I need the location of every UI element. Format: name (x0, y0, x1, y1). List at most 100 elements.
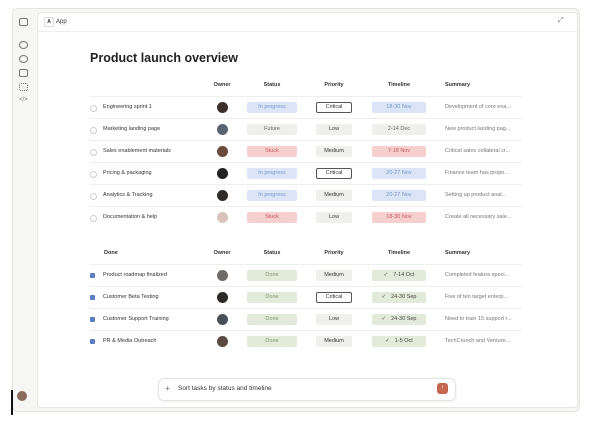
timeline-text: 24-30 Sep (391, 294, 417, 300)
row-divider (90, 184, 522, 185)
priority-pill: Medium (316, 190, 352, 201)
chat-icon[interactable] (19, 41, 28, 49)
timeline-pill: ✓ 1-5 Oct (372, 336, 426, 347)
done-check: ✓ (381, 316, 387, 322)
row-checkbox[interactable] (90, 273, 95, 278)
priority-pill: Low (316, 124, 352, 135)
status-pill: Stuck (247, 146, 297, 157)
sidebar-toggle[interactable] (19, 18, 28, 26)
task-name: Product roadmap finalized (103, 272, 167, 278)
priority-pill: Critical (316, 292, 352, 303)
app-icon: A (44, 17, 54, 27)
status-pill: Done (247, 292, 297, 303)
row-checkbox[interactable] (90, 193, 97, 200)
timeline-text: 18-30 Nov (386, 214, 412, 220)
owner-avatar (217, 292, 228, 303)
priority-pill: Critical (316, 102, 352, 113)
column-header: Owner (213, 250, 231, 256)
task-name: Pricing & packaging (103, 170, 152, 176)
column-header: Owner (213, 82, 231, 88)
apps-icon[interactable] (19, 83, 28, 91)
timeline-pill: 18-30 Nov (372, 212, 426, 223)
bag-icon[interactable] (19, 69, 28, 77)
owner-avatar (217, 102, 228, 113)
timeline-text: 18-30 Nov (386, 104, 412, 110)
status-pill: Done (247, 336, 297, 347)
done-check: ✓ (381, 294, 387, 300)
timeline-pill: ✓ 24-30 Sep (372, 314, 426, 325)
prompt-input[interactable] (158, 378, 456, 401)
timeline-text: 24-30 Sep (391, 316, 417, 322)
owner-avatar (217, 270, 228, 281)
row-checkbox[interactable] (90, 171, 97, 178)
page-title: Product launch overview (90, 51, 238, 65)
priority-pill: Medium (316, 270, 352, 281)
timeline-pill: 20-27 Nov (372, 190, 426, 201)
priority-pill: Medium (316, 146, 352, 157)
code-icon[interactable]: </> (19, 97, 28, 103)
owner-avatar (217, 168, 228, 179)
send-button[interactable]: ↑ (437, 383, 448, 394)
row-checkbox[interactable] (90, 295, 95, 300)
timeline-text: 20-27 Nov (386, 192, 412, 198)
user-avatar[interactable] (17, 391, 27, 401)
priority-pill: Medium (316, 336, 352, 347)
row-checkbox[interactable] (90, 339, 95, 344)
status-pill: Future (247, 124, 297, 135)
status-pill: In progress (247, 102, 297, 113)
row-divider (90, 264, 522, 265)
owner-avatar (217, 190, 228, 201)
summary-text: Setting up product anal... (445, 192, 507, 198)
summary-text: Finance team has propo... (445, 170, 509, 176)
expand-icon[interactable]: ⤢ (558, 17, 564, 24)
status-pill: In progress (247, 190, 297, 201)
timeline-pill: 20-27 Nov (372, 168, 426, 179)
timeline-pill: ✓ 24-30 Sep (372, 292, 426, 303)
task-name: Sales enablement materials (103, 148, 171, 154)
owner-avatar (217, 146, 228, 157)
task-name: Documentation & help (103, 214, 158, 220)
row-divider (90, 140, 522, 141)
task-name: Engineering sprint 1 (103, 104, 152, 110)
search-icon[interactable] (19, 55, 28, 63)
priority-pill: Critical (316, 168, 352, 179)
row-checkbox[interactable] (90, 149, 97, 156)
row-divider (90, 308, 522, 309)
priority-pill: Low (316, 212, 352, 223)
column-header: Priority (324, 82, 344, 88)
add-icon[interactable]: + (165, 384, 170, 393)
summary-text: Completed feature speci... (445, 272, 510, 278)
row-divider (90, 206, 522, 207)
row-checkbox[interactable] (90, 105, 97, 112)
row-checkbox[interactable] (90, 317, 95, 322)
row-divider (90, 96, 522, 97)
row-divider (90, 162, 522, 163)
status-pill: In progress (247, 168, 297, 179)
summary-text: Create all necessary sale... (445, 214, 512, 220)
column-header: Priority (324, 250, 344, 256)
task-name: Customer Support Training (103, 316, 169, 322)
timeline-pill: 18-30 Nov (372, 102, 426, 113)
timeline-text: 7-14 Oct (393, 272, 415, 278)
done-check: ✓ (383, 272, 389, 278)
done-check: ✓ (385, 338, 390, 344)
column-header: Summary (445, 82, 471, 88)
row-divider (90, 118, 522, 119)
row-checkbox[interactable] (90, 127, 97, 134)
owner-avatar (217, 124, 228, 135)
row-checkbox[interactable] (90, 215, 97, 222)
task-name: Marketing landing page (103, 126, 161, 132)
column-header: Timeline (387, 82, 411, 88)
row-divider (90, 286, 522, 287)
owner-avatar (217, 314, 228, 325)
summary-text: Need to train 15 support r... (445, 316, 512, 322)
content-panel (37, 12, 578, 408)
owner-avatar (217, 212, 228, 223)
prompt-text: Sort tasks by status and timeline (178, 385, 272, 392)
row-divider (90, 330, 522, 331)
timeline-pill: 2-14 Dec (372, 124, 426, 135)
owner-avatar (217, 336, 228, 347)
timeline-text: 2-14 Dec (387, 126, 411, 132)
task-name: Analytics & Tracking (103, 192, 153, 198)
